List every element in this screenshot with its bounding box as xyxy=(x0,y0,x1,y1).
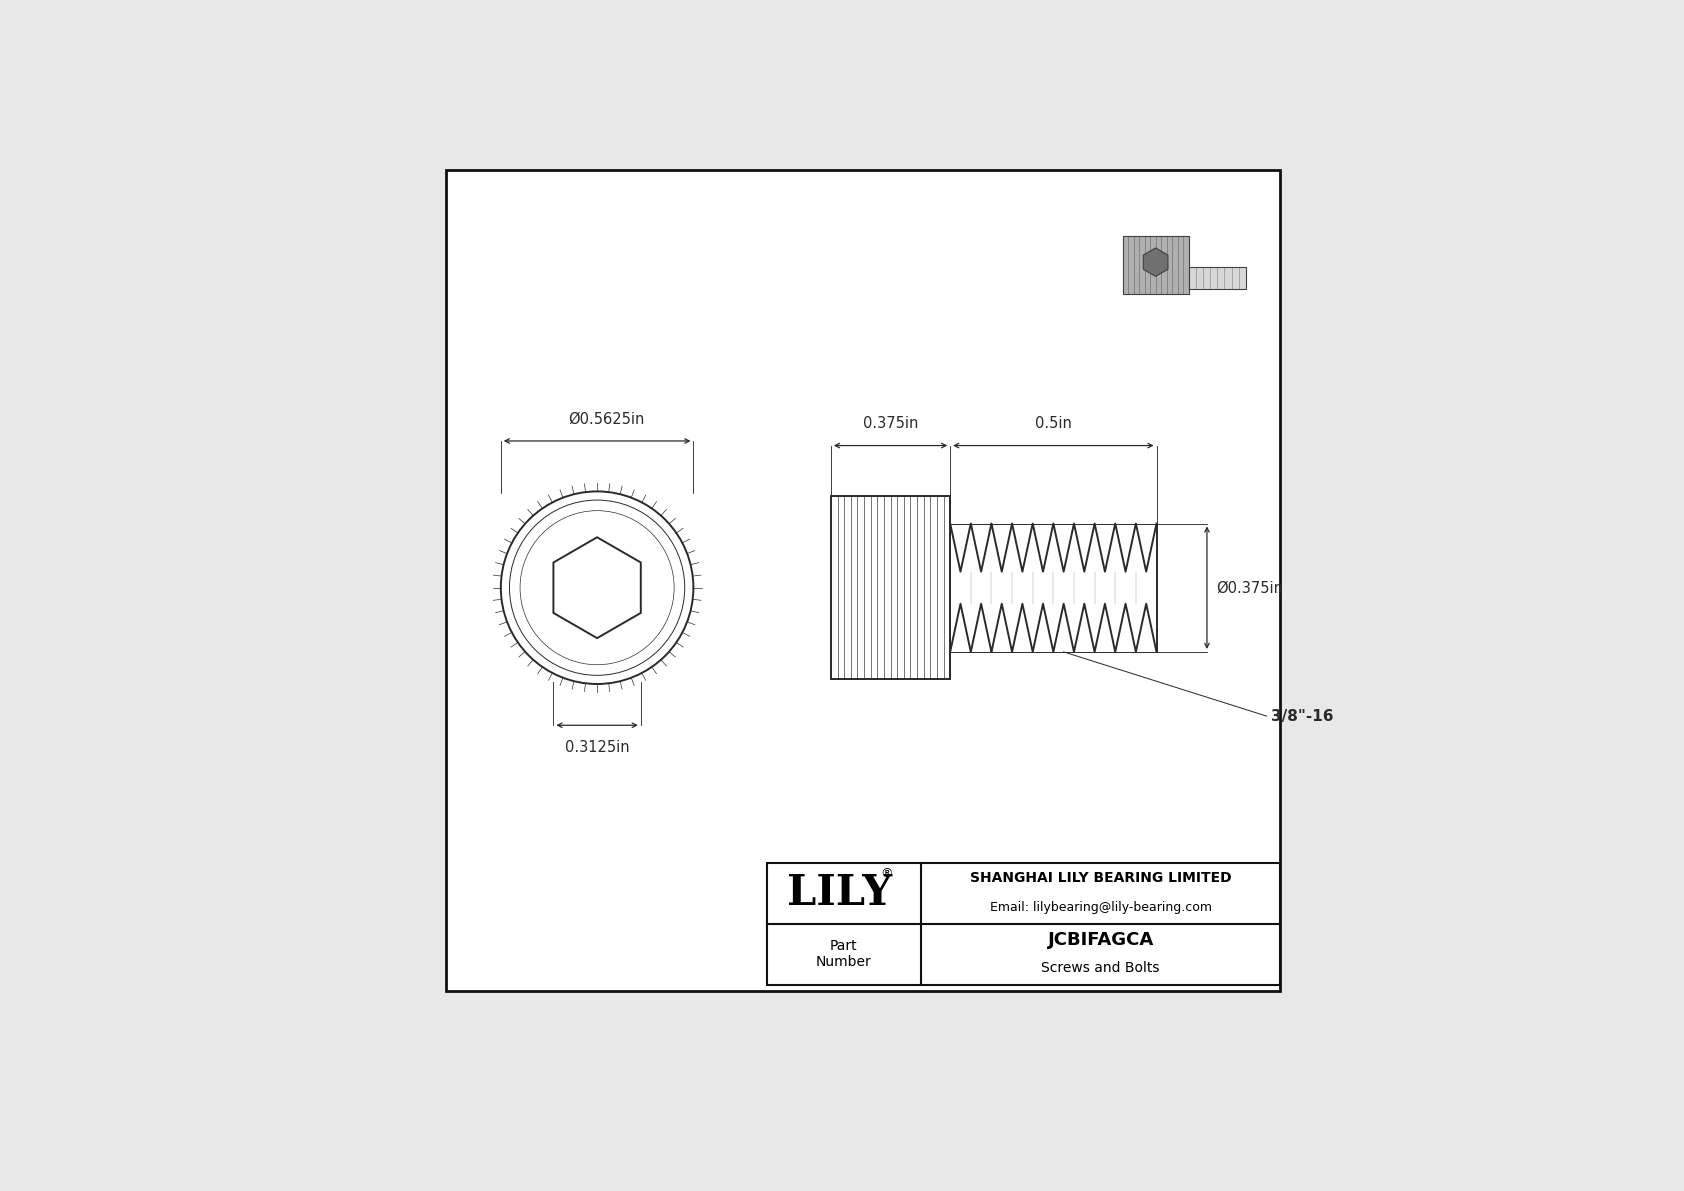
Text: SHANGHAI LILY BEARING LIMITED: SHANGHAI LILY BEARING LIMITED xyxy=(970,871,1231,885)
Circle shape xyxy=(500,492,694,684)
Bar xyxy=(766,862,1280,985)
Text: Email: lilybearing@lily-bearing.com: Email: lilybearing@lily-bearing.com xyxy=(990,900,1211,913)
Text: Part
Number: Part Number xyxy=(817,940,872,969)
Text: 0.5in: 0.5in xyxy=(1036,416,1071,431)
Bar xyxy=(1123,237,1189,294)
Text: Ø0.5625in: Ø0.5625in xyxy=(568,411,645,426)
Text: 3/8"-16: 3/8"-16 xyxy=(1271,709,1334,724)
Text: Screws and Bolts: Screws and Bolts xyxy=(1041,961,1160,975)
Text: Ø0.375in: Ø0.375in xyxy=(1216,580,1283,596)
Bar xyxy=(1189,267,1246,289)
Bar xyxy=(446,170,1280,991)
Polygon shape xyxy=(554,537,642,638)
Bar xyxy=(830,495,950,679)
Text: ®: ® xyxy=(881,867,893,880)
Text: 0.3125in: 0.3125in xyxy=(564,740,630,755)
Text: JCBIFAGCA: JCBIFAGCA xyxy=(1047,930,1154,948)
Text: 0.375in: 0.375in xyxy=(862,416,918,431)
Polygon shape xyxy=(1143,248,1169,276)
Text: LILY: LILY xyxy=(786,872,893,915)
